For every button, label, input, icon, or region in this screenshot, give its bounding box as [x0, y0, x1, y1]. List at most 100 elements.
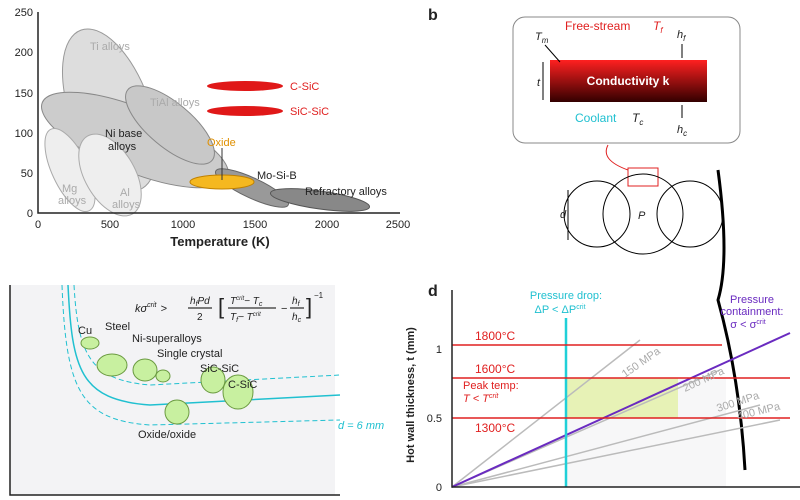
axes	[9, 285, 340, 496]
equation: hfPd	[190, 296, 210, 308]
t: T < T	[463, 393, 490, 405]
label: hf	[677, 29, 686, 43]
t: σ < σ	[730, 319, 756, 331]
refractory-region	[269, 188, 371, 212]
x-tick: 2500	[386, 219, 410, 231]
eq: f	[298, 301, 301, 308]
callout-box	[627, 167, 659, 187]
region-label: Ti alloys	[90, 41, 130, 53]
tial-region	[125, 85, 215, 165]
containment-label: containment:	[721, 306, 784, 318]
y-tick: 200	[15, 47, 33, 59]
sub: f	[660, 26, 663, 35]
sym: h	[677, 29, 683, 41]
region-label: alloys	[108, 141, 137, 153]
region-label: alloys	[112, 199, 141, 211]
label: Tf	[653, 19, 663, 35]
eq: h	[190, 296, 196, 307]
arrow	[544, 44, 561, 63]
t: crit	[756, 319, 765, 326]
eq: Pd	[198, 296, 211, 307]
material	[222, 374, 254, 410]
peak-label: T < Tcrit	[463, 393, 499, 405]
limit-curve	[61, 284, 341, 426]
t: ΔP < ΔP	[534, 304, 576, 316]
drop-label: Pressure drop:	[530, 290, 602, 302]
peak-label: Peak temp:	[463, 380, 519, 392]
tube	[602, 173, 684, 255]
material-label: Steel	[105, 321, 130, 333]
material-label: C-SiC	[228, 379, 257, 391]
region-label: Ni base	[105, 128, 142, 140]
y-tick: 50	[21, 168, 33, 180]
eq: T	[230, 296, 237, 307]
x-tick: 0	[35, 219, 41, 231]
equation: 2	[197, 312, 203, 323]
stress-line	[451, 339, 641, 488]
material	[132, 358, 158, 382]
eq: − T	[244, 296, 260, 307]
panel-label: d	[428, 283, 438, 300]
eq: crit	[236, 296, 244, 302]
containment-label: σ < σcrit	[730, 319, 766, 331]
drop-label: ΔP < ΔPcrit	[534, 304, 585, 316]
temp-label: 1800°C	[475, 329, 515, 343]
callout	[605, 144, 629, 171]
sym: T	[632, 111, 641, 125]
sicsic-region	[207, 106, 283, 116]
label: Tc	[632, 111, 643, 127]
eq: h	[292, 312, 298, 323]
axes	[451, 290, 800, 488]
stress-line	[451, 419, 781, 488]
panel-label: b	[428, 7, 438, 24]
panel-c: kσcrit > hfPd 2 [ Tcrit− Tc Tf− Tcrit − h…	[9, 284, 384, 496]
material	[155, 369, 171, 383]
region-label: Al	[120, 187, 130, 199]
panel-b: b Free-stream Tf Tm hf t Conductivity k …	[428, 7, 747, 471]
equation: Tf− Tcrit	[230, 312, 261, 324]
region-label: Oxide	[207, 137, 236, 149]
materials	[80, 336, 254, 425]
containment-label: Pressure	[730, 294, 774, 306]
material-label: Oxide/oxide	[138, 429, 196, 441]
scribble	[716, 169, 747, 471]
eq: f	[196, 301, 199, 308]
sub: f	[683, 34, 686, 43]
bracket: ]	[306, 294, 312, 319]
tube	[563, 180, 631, 248]
containment-line	[451, 332, 791, 488]
equation: −	[281, 303, 287, 315]
label: Tm	[535, 31, 549, 45]
region-label: Mo-Si-B	[257, 170, 297, 182]
sub: m	[542, 36, 549, 45]
region-label: SiC-SiC	[290, 106, 329, 118]
shade	[566, 378, 726, 487]
eq: c	[298, 317, 302, 324]
eq: T	[230, 312, 237, 323]
label: hc	[677, 124, 687, 138]
plot-bg	[10, 285, 335, 495]
sym: h	[677, 124, 683, 136]
y-tick: 250	[15, 7, 33, 19]
panel-a: 0 50 100 150 200 250 0 500 1000 1500 200…	[15, 7, 411, 249]
temp-label: 1300°C	[475, 421, 515, 435]
material-label: Ni-superalloys	[132, 333, 202, 345]
y-tick: 0	[27, 208, 33, 220]
tube	[656, 180, 724, 248]
eq: >	[160, 303, 167, 315]
material	[96, 353, 128, 377]
limit-curve	[73, 284, 341, 386]
material	[200, 366, 226, 394]
axes	[37, 12, 400, 214]
region-label: C-SiC	[290, 81, 319, 93]
equation: hf	[292, 296, 301, 308]
x-tick: 500	[101, 219, 119, 231]
eq: f	[236, 317, 239, 324]
csic-region	[207, 81, 283, 91]
y-tick: 1	[436, 344, 442, 356]
label: t	[537, 77, 541, 89]
x-label: Temperature (K)	[170, 234, 269, 249]
eq: crit	[253, 312, 261, 318]
sub: c	[639, 118, 643, 127]
